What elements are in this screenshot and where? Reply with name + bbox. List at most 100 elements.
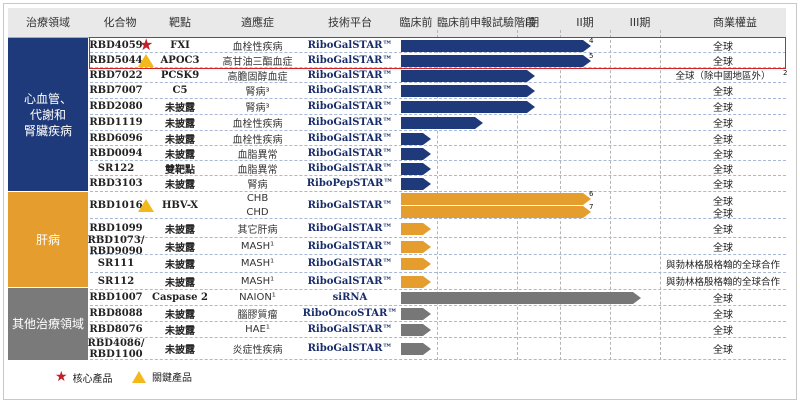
header-ind: 臨床前申報試驗階段: [437, 16, 536, 29]
platform-cell: RiboGalSTAR™: [307, 132, 393, 144]
platform-cell: siRNA: [332, 292, 368, 303]
highlight-box: [89, 37, 786, 69]
platform-cell: RiboPepSTAR™: [306, 178, 394, 189]
target-cell: 未披露: [165, 345, 195, 356]
progress-bar: [401, 308, 431, 320]
header-target: 靶點: [169, 16, 191, 29]
compound-cell: RBD6096: [89, 132, 143, 144]
footnote-marker: 6: [589, 190, 594, 198]
triangle-icon: [132, 370, 146, 383]
pipeline-row: RBD8076 未披露 HAE¹ RiboGalSTAR™ 全球: [89, 322, 786, 338]
target-cell: APOC3: [160, 54, 200, 66]
pipeline-row: SR112 未披露 MASH¹ RiboGalSTAR™ 與勃林格殷格翰的全球合作: [90, 273, 786, 290]
rights-cell: 全球: [713, 41, 733, 53]
area-cardio-line: 腎臟疾病: [23, 123, 72, 138]
platform-cell: RiboGalSTAR™: [307, 162, 393, 174]
platform-cell: RiboGalSTAR™: [307, 54, 393, 66]
pipeline-row: RBD4059 FXI 血栓性疾病 RiboGalSTAR™ 全球 ★ 4: [89, 35, 786, 54]
header-platform: 技術平台: [328, 16, 372, 29]
header-compound: 化合物: [103, 16, 137, 29]
indication-cell: MASH¹: [240, 275, 275, 287]
compound-cell: SR122: [97, 162, 135, 174]
compound-cell: RBD8076: [89, 324, 143, 335]
compound-cell: RBD1073/ RBD9090: [87, 235, 145, 257]
header-phase2: II期: [576, 16, 594, 29]
pipeline-row: RBD8088 未披露 腦膠質瘤 RiboOncoSTAR™ 全球: [89, 306, 786, 322]
target-cell: 雙靶點: [165, 164, 195, 176]
rights-cell: 全球: [713, 224, 733, 236]
rights-cell: 全球: [713, 164, 733, 176]
indication-cell: HAE¹: [245, 324, 270, 335]
rights-cell: 全球: [713, 197, 733, 208]
star-icon: ★: [55, 369, 68, 385]
target-cell: 未披露: [165, 277, 195, 289]
stage-divider: [610, 30, 611, 360]
area-liver-label: 肝病: [35, 232, 60, 247]
legend-key-label: 關鍵產品: [152, 373, 192, 384]
platform-cell: RiboGalSTAR™: [307, 117, 393, 128]
indication-cell: 腎病: [247, 180, 268, 191]
progress-bar: [401, 292, 641, 304]
platform-cell: RiboGalSTAR™: [307, 258, 393, 269]
rights-cell: 全球: [713, 345, 733, 356]
target-cell: 未披露: [165, 103, 195, 114]
progress-bar: [401, 85, 535, 97]
progress-bar: [401, 55, 591, 67]
indication-cell: CHB: [246, 193, 269, 204]
header-rights: 商業權益: [713, 16, 757, 29]
platform-cell: RiboGalSTAR™: [307, 85, 393, 96]
progress-bar: [401, 40, 591, 52]
header-phase3: III期: [629, 16, 651, 29]
compound-cell: RBD4059: [89, 39, 143, 51]
rights-cell: 與勃林格殷格翰的全球合作: [665, 259, 780, 271]
rights-cell: 全球: [713, 294, 733, 305]
indication-cell: 高甘油三酯血症: [222, 56, 293, 68]
compound-cell: RBD2080: [89, 101, 143, 112]
pipeline-row: RBD7007 C5 腎病³ RiboGalSTAR™ 全球: [89, 83, 786, 99]
target-cell: 未披露: [165, 134, 195, 146]
rights-cell: 全球: [713, 134, 733, 146]
target-cell: 未披露: [165, 310, 195, 321]
rights-cell: 全球: [713, 242, 733, 254]
target-cell: PCSK9: [160, 69, 200, 81]
rights-cell: 與勃林格殷格翰的全球合作: [665, 277, 780, 288]
platform-cell: RiboGalSTAR™: [307, 69, 393, 81]
key-triangle-icon: [138, 54, 154, 67]
target-cell: Caspase 2: [152, 292, 208, 303]
pipeline-row: RBD1016 HBV-X CHB RiboGalSTAR™ 全球 CHD 全球 6 7: [89, 190, 786, 220]
pipeline-row: RBD3103 未披露 腎病 RiboPepSTAR™ 全球: [89, 176, 786, 192]
compound-cell: RBD3103: [89, 178, 143, 189]
progress-bar: [401, 133, 431, 145]
indication-cell: 其它肝病: [237, 224, 278, 236]
compound-cell: RBD7022: [89, 69, 143, 81]
progress-bar: [401, 148, 431, 160]
area-cardio-line: 心血管、: [23, 91, 72, 106]
indication-cell: 血脂異常: [237, 149, 278, 161]
progress-bar: [401, 117, 483, 129]
area-cardio-line: 代謝和: [29, 107, 66, 122]
progress-bar: [401, 343, 431, 355]
platform-cell: RiboGalSTAR™: [307, 275, 393, 287]
progress-bar: [401, 178, 431, 190]
pipeline-row: RBD1099 未披露 其它肝病 RiboGalSTAR™ 全球: [89, 219, 786, 238]
header-phase1: I期: [524, 16, 540, 29]
platform-cell: RiboGalSTAR™: [307, 199, 393, 211]
indication-cell: 高膽固醇血症: [227, 71, 288, 83]
key-triangle-icon: [138, 199, 154, 212]
progress-bar: [401, 241, 431, 253]
footnote-marker: 5: [589, 52, 594, 60]
pipeline-row: RBD6096 未披露 血栓性疾病 RiboGalSTAR™ 全球: [89, 131, 786, 146]
pipeline-row: SR122 雙靶點 血脂異常 RiboGalSTAR™ 全球: [90, 161, 786, 176]
footnote-marker: 7: [589, 203, 594, 211]
rights-cell: 全球: [713, 180, 733, 191]
core-star-icon: ★: [139, 35, 154, 54]
progress-bar: [401, 193, 591, 205]
stage-divider: [660, 30, 661, 360]
compound-cell: RBD0094: [89, 147, 143, 159]
sub-rights-cell: 全球: [713, 209, 733, 220]
indication-cell: 血栓性疾病: [232, 119, 283, 130]
target-cell: 未披露: [165, 326, 195, 337]
compound-cell: RBD4086/ RBD1100: [87, 337, 145, 360]
rights-cell: 全球: [713, 119, 733, 130]
progress-bar: [401, 276, 431, 288]
